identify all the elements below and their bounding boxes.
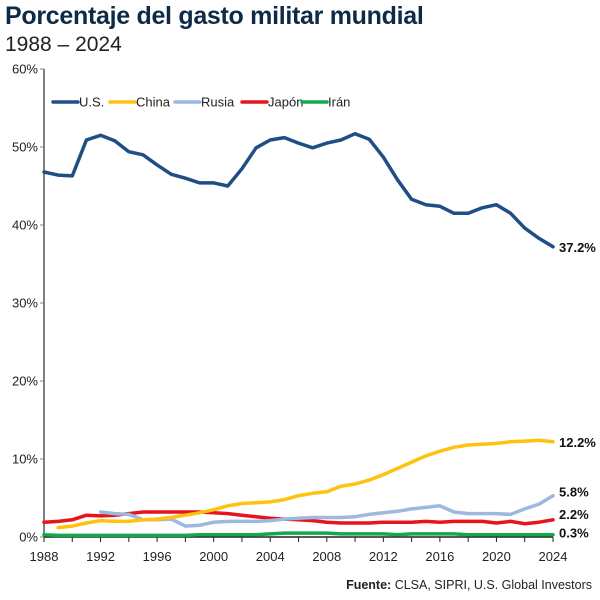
end-labels: 37.2% 12.2% 5.8% 2.2% 0.3% xyxy=(559,240,596,541)
x-tick-label: 2012 xyxy=(369,549,398,564)
series-lines xyxy=(42,131,555,538)
source-note: Fuente: CLSA, SIPRI, U.S. Global Investo… xyxy=(346,578,592,592)
end-label-china: 12.2% xyxy=(559,435,596,450)
legend: U.S. China Rusia Japón Irán xyxy=(51,95,350,110)
x-tick-label: 1996 xyxy=(143,549,172,564)
series-line-irn xyxy=(42,531,555,538)
y-axis: 0% 10% 20% 30% 40% 50% 60% xyxy=(12,62,45,545)
y-tick-label: 50% xyxy=(12,140,38,155)
x-axis: 1988 1992 1996 2000 2004 2008 2012 2016 2020 2024 xyxy=(30,536,568,564)
x-tick-label: 1992 xyxy=(86,549,115,564)
series-line-china xyxy=(56,438,555,530)
x-tick-label: 2016 xyxy=(425,549,454,564)
y-tick-label: 0% xyxy=(19,530,38,545)
x-tick-label: 2000 xyxy=(199,549,228,564)
x-tick-label: 2024 xyxy=(539,549,568,564)
legend-label-irn: Irán xyxy=(328,95,350,110)
source-text: CLSA, SIPRI, U.S. Global Investors xyxy=(391,578,592,592)
y-tick-label: 10% xyxy=(12,452,38,467)
end-label-japn: 2.2% xyxy=(559,507,589,522)
x-tick-label: 2004 xyxy=(256,549,285,564)
end-label-irn: 0.3% xyxy=(559,526,589,541)
y-tick-label: 20% xyxy=(12,374,38,389)
y-tick-label: 40% xyxy=(12,218,38,233)
x-tick-label: 2020 xyxy=(482,549,511,564)
legend-label-china: China xyxy=(136,95,171,110)
end-label-rusia: 5.8% xyxy=(559,485,589,500)
series-line-rusia xyxy=(98,493,555,528)
legend-label-japn: Japón xyxy=(268,95,303,110)
end-label-us: 37.2% xyxy=(559,240,596,255)
legend-label-rusia: Rusia xyxy=(201,95,235,110)
chart-subtitle: 1988 – 2024 xyxy=(5,33,122,56)
chart-title: Porcentaje del gasto militar mundial xyxy=(5,2,424,30)
source-label: Fuente: xyxy=(346,578,392,592)
y-tick-label: 30% xyxy=(12,296,38,311)
x-tick-label: 2008 xyxy=(312,549,341,564)
series-line-us xyxy=(42,131,555,249)
legend-label-us: U.S. xyxy=(79,95,104,110)
y-tick-label: 60% xyxy=(12,62,38,77)
x-tick-label: 1988 xyxy=(30,549,59,564)
